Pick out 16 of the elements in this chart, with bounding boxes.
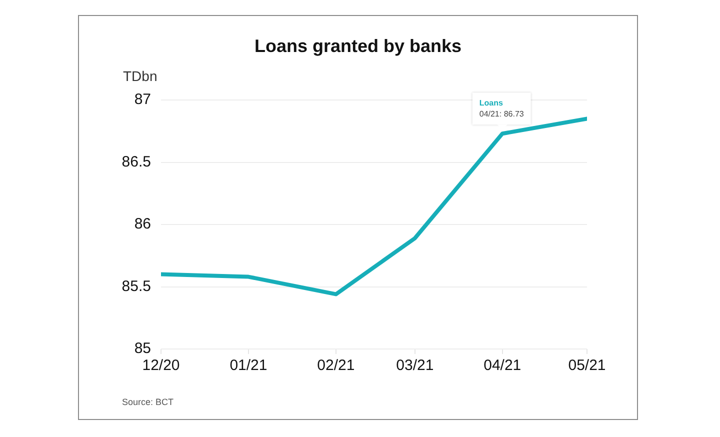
x-tick-label: 12/20 [142,357,180,374]
x-tick-label: 03/21 [396,357,434,374]
y-tick-label: 86 [134,216,151,233]
x-tick-label: 01/21 [230,357,268,374]
x-tick-label: 05/21 [568,357,606,374]
y-tick-label: 87 [134,91,151,108]
text: Loans [479,98,504,108]
y-tick-label: 86.5 [122,153,151,170]
x-tick-label: 04/21 [484,357,522,374]
y-tick-label: 85 [134,340,151,358]
source-note: Source: BCT [122,397,174,407]
chart-title: Loans granted by banks [254,36,462,56]
annotation: 04/21: 86.73 [479,110,524,119]
x-tick-label: 02/21 [317,357,355,374]
y-axis-title: TDbn [123,68,158,84]
y-tick-label: 85.5 [122,278,151,295]
